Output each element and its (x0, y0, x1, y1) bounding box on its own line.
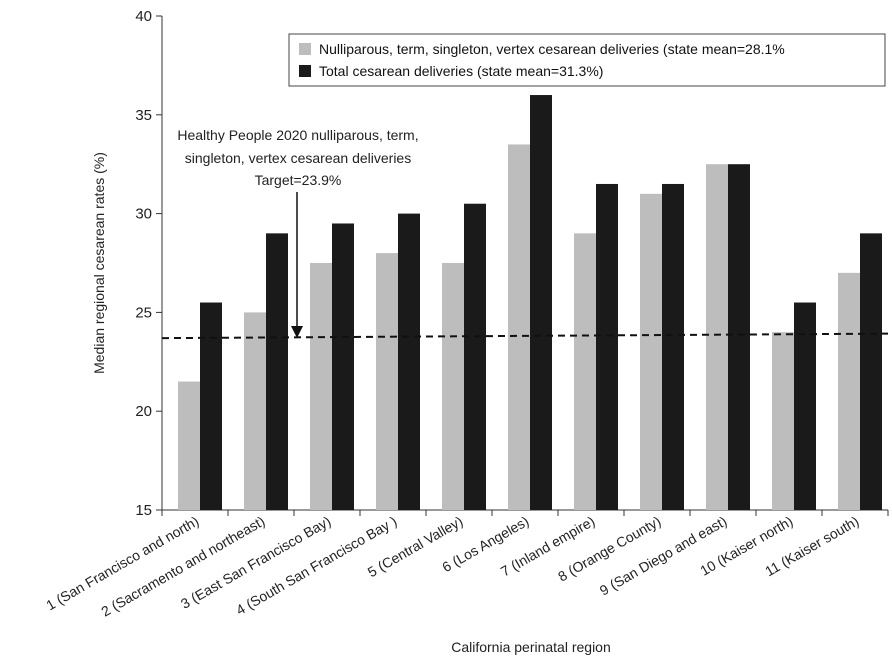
annotation-line: Target=23.9% (255, 172, 342, 188)
bar-ntsv-5 (442, 263, 464, 510)
bar-ntsv-1 (178, 381, 200, 510)
x-category-label: 9 (San Diego and east) (597, 513, 730, 599)
bar-ntsv-6 (508, 144, 530, 510)
y-axis-title: Median regional cesarean rates (%) (91, 152, 107, 374)
bar-ntsv-9 (706, 164, 728, 510)
reference-line (161, 332, 889, 340)
annotation-line: singleton, vertex cesarean deliveries (185, 150, 411, 166)
bar-ntsv-7 (574, 233, 596, 511)
legend: Nulliparous, term, singleton, vertex ces… (288, 33, 886, 87)
bar-total-10 (794, 302, 816, 510)
bar-total-9 (728, 164, 750, 510)
bar-total-2 (266, 233, 288, 511)
annotation-arrow-head (291, 326, 303, 338)
y-tick-label: 40 (135, 8, 152, 25)
legend-box (288, 33, 886, 87)
y-tick-label: 15 (135, 502, 152, 519)
bars (178, 95, 882, 511)
reference-line-group: Healthy People 2020 nulliparous, term, si… (161, 127, 889, 340)
bar-total-7 (596, 183, 618, 510)
bar-ntsv-3 (310, 263, 332, 510)
bar-ntsv-11 (838, 272, 860, 510)
bar-total-5 (464, 203, 486, 510)
y-tick-label: 25 (135, 304, 152, 321)
legend-swatch (299, 43, 311, 55)
bar-total-8 (662, 183, 684, 510)
bar-total-11 (860, 233, 882, 511)
legend-swatch (299, 65, 311, 77)
bar-total-3 (332, 223, 354, 511)
y-tick-label: 30 (135, 206, 152, 223)
bar-ntsv-4 (376, 253, 398, 510)
bar-total-4 (398, 213, 420, 510)
y-tick-label: 35 (135, 107, 152, 124)
bar-ntsv-8 (640, 193, 662, 510)
bar-ntsv-10 (772, 332, 794, 510)
legend-entry: Nulliparous, term, singleton, vertex ces… (319, 41, 785, 57)
legend-entry: Total cesarean deliveries (state mean=31… (319, 63, 603, 79)
bar-ntsv-2 (244, 312, 266, 510)
y-tick-label: 20 (135, 403, 152, 420)
bar-total-1 (200, 302, 222, 510)
bar-total-6 (530, 95, 552, 510)
x-axis-title: California perinatal region (451, 639, 611, 655)
annotation-line: Healthy People 2020 nulliparous, term, (177, 127, 418, 143)
